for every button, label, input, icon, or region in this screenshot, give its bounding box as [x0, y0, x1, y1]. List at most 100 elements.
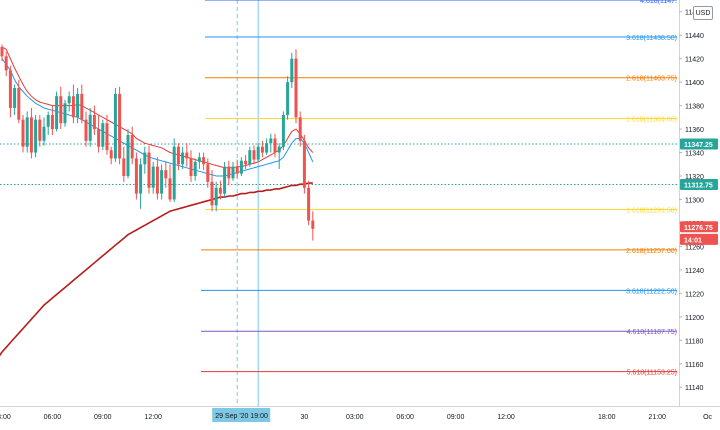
y-tick-label: 11160 — [685, 362, 704, 369]
candle-body — [29, 117, 33, 153]
x-tick-label: 03:00 — [346, 414, 364, 421]
candle-body — [168, 178, 172, 200]
candle-body — [25, 117, 29, 147]
x-tick-label: 30 — [301, 414, 309, 421]
candle-body — [223, 166, 227, 194]
candle-body — [101, 123, 105, 147]
candle-body — [122, 158, 126, 177]
candle-body — [260, 146, 264, 153]
candle-body — [63, 103, 67, 124]
candle-body — [50, 114, 54, 130]
candle-body — [231, 166, 235, 179]
fib-level-label: 2.618(11257.00) — [626, 248, 677, 255]
candle-body — [252, 150, 256, 160]
candle-body — [202, 157, 206, 165]
price-label: 11276.75 — [684, 225, 713, 232]
candle-body — [294, 58, 298, 118]
candle-body — [46, 114, 50, 127]
candle-body — [248, 150, 252, 165]
y-tick-label: 11400 — [685, 80, 704, 87]
candle-body — [139, 164, 143, 194]
candle-body — [143, 152, 147, 165]
candle-body — [286, 82, 290, 115]
candle-body — [227, 166, 231, 179]
price-label: 11347.25 — [684, 142, 713, 149]
candle-body — [298, 117, 302, 141]
candle-body — [193, 161, 197, 177]
candle-body — [17, 88, 21, 120]
candle-body — [239, 160, 243, 174]
y-tick-label: 11320 — [685, 174, 704, 181]
candle-body — [307, 187, 311, 221]
candle-body — [0, 46, 4, 57]
fib-level-label: 1.618(11369.00) — [626, 117, 677, 124]
y-tick-label: 11300 — [685, 197, 704, 204]
x-tick-label: 09:00 — [447, 414, 465, 421]
currency-button[interactable]: USD — [693, 6, 713, 20]
candle-body — [273, 138, 277, 153]
candle-body — [164, 170, 168, 179]
fib-level-label: 1.618(11291.50) — [626, 207, 677, 214]
y-tick-label: 11380 — [685, 104, 704, 111]
price-axis-area — [679, 0, 720, 425]
candle-body — [126, 134, 130, 177]
candle-body — [256, 146, 260, 160]
candle-body — [105, 123, 109, 151]
fib-level-label: 4.618(1147. — [640, 0, 677, 5]
fib-level-label: 4.618(11187.75) — [627, 329, 677, 336]
candle-body — [71, 96, 75, 118]
candle-body — [130, 134, 134, 159]
y-tick-label: 11260 — [685, 244, 704, 251]
candle-body — [265, 143, 269, 153]
x-tick-label: 12:00 — [497, 414, 515, 421]
candle-body — [92, 114, 96, 130]
candle-body — [189, 158, 193, 177]
candle-body — [155, 166, 159, 194]
price-label-bg — [680, 138, 718, 150]
x-tick-label: 06:00 — [44, 414, 62, 421]
candle-body — [151, 166, 155, 188]
fib-level-label: 3.618(11438.50) — [626, 35, 677, 42]
series-line — [0, 182, 313, 357]
fib-level-label: 5.618(11153.25) — [627, 370, 677, 377]
candle-body — [172, 146, 176, 200]
candle-body — [55, 96, 59, 130]
candle-body — [206, 164, 210, 182]
candle-body — [244, 160, 248, 165]
x-tick-label: 09:00 — [94, 414, 112, 421]
fib-level-label: 2.618(11403.75) — [626, 76, 677, 83]
candle-body — [38, 119, 42, 141]
y-tick-label: 11140 — [685, 385, 704, 392]
y-tick-label: 11440 — [685, 33, 704, 40]
candle-body — [59, 96, 63, 124]
candle-body — [76, 93, 80, 118]
price-label-bg — [680, 233, 718, 245]
candle-body — [176, 146, 180, 165]
candle-body — [97, 129, 101, 147]
candle-body — [197, 157, 201, 162]
candle-body — [113, 93, 117, 159]
x-tick-label: 03:00 — [0, 414, 11, 421]
candle-body — [160, 170, 164, 194]
candle-body — [181, 152, 185, 165]
candle-body — [281, 114, 285, 147]
candle-body — [80, 93, 84, 120]
y-tick-label: 11200 — [685, 315, 704, 322]
y-tick-label: 11420 — [685, 57, 704, 64]
x-tick-label: 12:00 — [144, 414, 162, 421]
candle-body — [311, 220, 315, 229]
y-tick-label: 11220 — [685, 291, 704, 298]
candle-body — [185, 152, 189, 159]
crosshair-time-label-bg — [212, 408, 271, 422]
y-tick-label: 11180 — [685, 338, 704, 345]
candle-body — [290, 58, 294, 83]
candle-body — [235, 166, 239, 174]
candle-body — [42, 126, 46, 141]
candle-body — [109, 150, 113, 159]
candle-body — [34, 119, 38, 153]
y-tick-label: 11340 — [685, 151, 704, 158]
candle-body — [269, 138, 273, 144]
candle-body — [214, 187, 218, 206]
